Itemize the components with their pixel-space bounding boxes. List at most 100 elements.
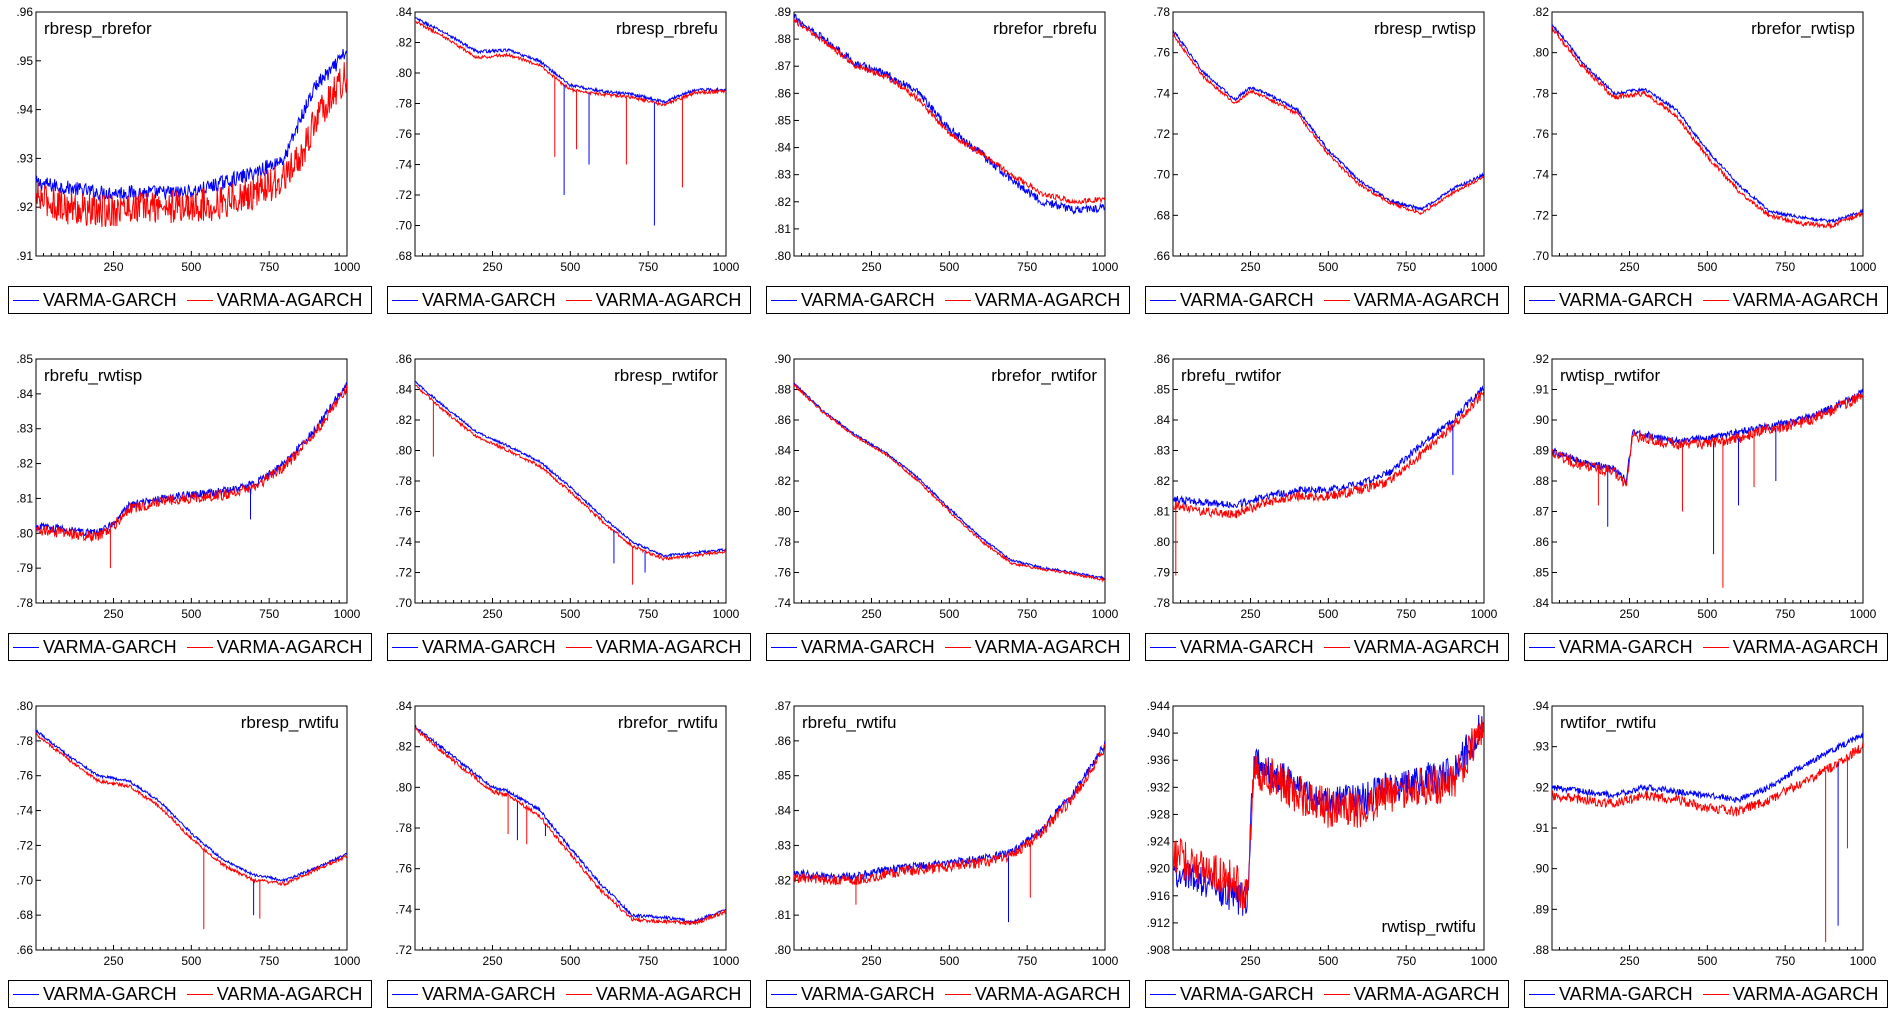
y-tick-label: .84 bbox=[774, 141, 791, 155]
y-tick-label: .84 bbox=[774, 444, 791, 458]
chart-title: rbrefu_rwtifor bbox=[1181, 366, 1281, 385]
y-tick-label: .85 bbox=[774, 769, 791, 783]
x-tick-label: 250 bbox=[1620, 607, 1640, 621]
chart-panel-5: .70 .72 .74 .76 .78 .80 .82 250 500 750 1000 rbrefo… bbox=[1516, 0, 1895, 338]
y-tick-label: .78 bbox=[395, 821, 412, 835]
chart-svg: .74 .76 .78 .80 .82 .84 .86 .88 .90 250 500 750 1000… bbox=[774, 352, 1118, 621]
y-tick-label: .76 bbox=[395, 127, 412, 141]
y-tick-label: .72 bbox=[1153, 127, 1170, 141]
y-tick-label: .81 bbox=[16, 491, 33, 505]
x-tick-label: 750 bbox=[1775, 607, 1795, 621]
series-line-varma-garch bbox=[415, 16, 726, 105]
plot-frame bbox=[35, 11, 348, 257]
y-tick-label: .84 bbox=[395, 699, 412, 713]
x-tick-label: 250 bbox=[104, 260, 124, 274]
x-tick-label: 750 bbox=[1396, 260, 1416, 274]
legend-item: VARMA-GARCH bbox=[1150, 637, 1314, 658]
legend-label: VARMA-AGARCH bbox=[1732, 983, 1879, 1004]
legend-swatch bbox=[13, 646, 39, 648]
y-tick-label: .70 bbox=[1532, 249, 1549, 263]
x-tick-label: 1000 bbox=[334, 607, 361, 621]
y-tick-label: .74 bbox=[1153, 86, 1170, 100]
legend-label: VARMA-GARCH bbox=[1559, 289, 1693, 310]
y-tick-label: .936 bbox=[1147, 753, 1171, 767]
legend-item: VARMA-AGARCH bbox=[1323, 289, 1500, 311]
legend-swatch bbox=[1323, 993, 1350, 995]
chart-panel-3: .80 .81 .82 .83 .84 .85 .86 .87 .88 .89 250 500 750 1… bbox=[758, 0, 1137, 338]
y-tick-label: .90 bbox=[774, 352, 791, 366]
legend-swatch bbox=[186, 299, 213, 301]
y-tick-label: .84 bbox=[395, 5, 412, 19]
y-tick-label: .86 bbox=[395, 352, 412, 366]
legend-item: VARMA-GARCH bbox=[1529, 637, 1693, 658]
x-tick-label: 1000 bbox=[1471, 954, 1498, 968]
x-tick-label: 750 bbox=[638, 260, 658, 274]
y-tick-label: .92 bbox=[16, 200, 33, 214]
y-tick-label: .920 bbox=[1147, 862, 1171, 876]
x-tick-label: 500 bbox=[181, 260, 201, 274]
legend-item: VARMA-GARCH bbox=[392, 984, 556, 1005]
plot-frame bbox=[793, 705, 1106, 951]
legend-swatch bbox=[944, 993, 971, 995]
chart-panel-8: .74 .76 .78 .80 .82 .84 .86 .88 .90 250 500 750 1000… bbox=[758, 347, 1137, 685]
chart-svg: .68 .70 .72 .74 .76 .78 .80 .82 .84 250 500 750 1000… bbox=[395, 5, 739, 274]
chart-title: rbresp_rwtifu bbox=[241, 713, 339, 732]
y-tick-label: .68 bbox=[1153, 208, 1170, 222]
y-tick-label: .91 bbox=[1532, 383, 1549, 397]
y-tick-label: .82 bbox=[395, 36, 412, 50]
series-line-varma-agarch bbox=[1173, 391, 1484, 519]
y-tick-label: .80 bbox=[395, 66, 412, 80]
x-tick-label: 750 bbox=[1775, 260, 1795, 274]
chart-panel-6: .78 .79 .80 .81 .82 .83 .84 .85 250 500 750 1000 rbr… bbox=[0, 347, 379, 685]
y-tick-label: .82 bbox=[774, 873, 791, 887]
chart-panel-1: .91 .92 .93 .94 .95 .96 250 500 750 1000 rbresp_rb… bbox=[0, 0, 379, 338]
y-tick-label: .76 bbox=[16, 769, 33, 783]
y-tick-label: .86 bbox=[774, 86, 791, 100]
chart-legend: VARMA-GARCH VARMA-AGARCH bbox=[1524, 980, 1888, 1008]
legend-label: VARMA-AGARCH bbox=[974, 289, 1121, 310]
chart-svg: .78 .79 .80 .81 .82 .83 .84 .85 .86 250 500 750 1000… bbox=[1153, 352, 1497, 621]
y-tick-label: .72 bbox=[16, 838, 33, 852]
legend-label: VARMA-AGARCH bbox=[974, 636, 1121, 657]
chart-legend: VARMA-GARCH VARMA-AGARCH bbox=[8, 980, 372, 1008]
series-line-varma-garch bbox=[1173, 29, 1484, 212]
chart-panel-14: .908 .912 .916 .920 .924 .928 .932 .936 .940 .944… bbox=[1137, 694, 1516, 1032]
legend-label: VARMA-AGARCH bbox=[1353, 289, 1500, 310]
y-tick-label: .78 bbox=[1153, 5, 1170, 19]
legend-label: VARMA-AGARCH bbox=[595, 289, 742, 310]
y-tick-label: .70 bbox=[395, 219, 412, 233]
x-tick-label: 500 bbox=[939, 954, 959, 968]
y-tick-label: .87 bbox=[774, 699, 791, 713]
y-tick-label: .88 bbox=[1532, 474, 1549, 488]
plot-frame bbox=[35, 358, 348, 604]
y-tick-label: .70 bbox=[16, 873, 33, 887]
legend-label: VARMA-GARCH bbox=[801, 983, 935, 1004]
x-tick-label: 250 bbox=[862, 607, 882, 621]
y-tick-label: .85 bbox=[774, 113, 791, 127]
y-tick-label: .88 bbox=[1532, 943, 1549, 957]
y-tick-label: .93 bbox=[16, 151, 33, 165]
chart-title: rwtisp_rwtifor bbox=[1560, 366, 1660, 385]
y-tick-label: .95 bbox=[16, 54, 33, 68]
x-tick-label: 750 bbox=[1775, 954, 1795, 968]
legend-swatch bbox=[13, 993, 39, 995]
y-tick-label: .87 bbox=[774, 59, 791, 73]
y-tick-label: .72 bbox=[395, 188, 412, 202]
legend-item: VARMA-GARCH bbox=[771, 984, 935, 1005]
y-tick-label: .944 bbox=[1147, 699, 1171, 713]
chart-legend: VARMA-GARCH VARMA-AGARCH bbox=[8, 633, 372, 661]
legend-swatch bbox=[565, 646, 592, 648]
legend-swatch bbox=[392, 993, 418, 995]
y-tick-label: .80 bbox=[1532, 46, 1549, 60]
x-tick-label: 1000 bbox=[1471, 260, 1498, 274]
legend-swatch bbox=[565, 299, 592, 301]
legend-item: VARMA-GARCH bbox=[1150, 984, 1314, 1005]
x-tick-label: 250 bbox=[1620, 260, 1640, 274]
x-tick-label: 750 bbox=[1017, 954, 1037, 968]
x-tick-label: 750 bbox=[1396, 607, 1416, 621]
legend-item: VARMA-GARCH bbox=[771, 290, 935, 311]
y-tick-label: .74 bbox=[16, 804, 33, 818]
y-tick-label: .908 bbox=[1147, 943, 1171, 957]
legend-item: VARMA-GARCH bbox=[13, 984, 177, 1005]
x-tick-label: 250 bbox=[483, 954, 503, 968]
